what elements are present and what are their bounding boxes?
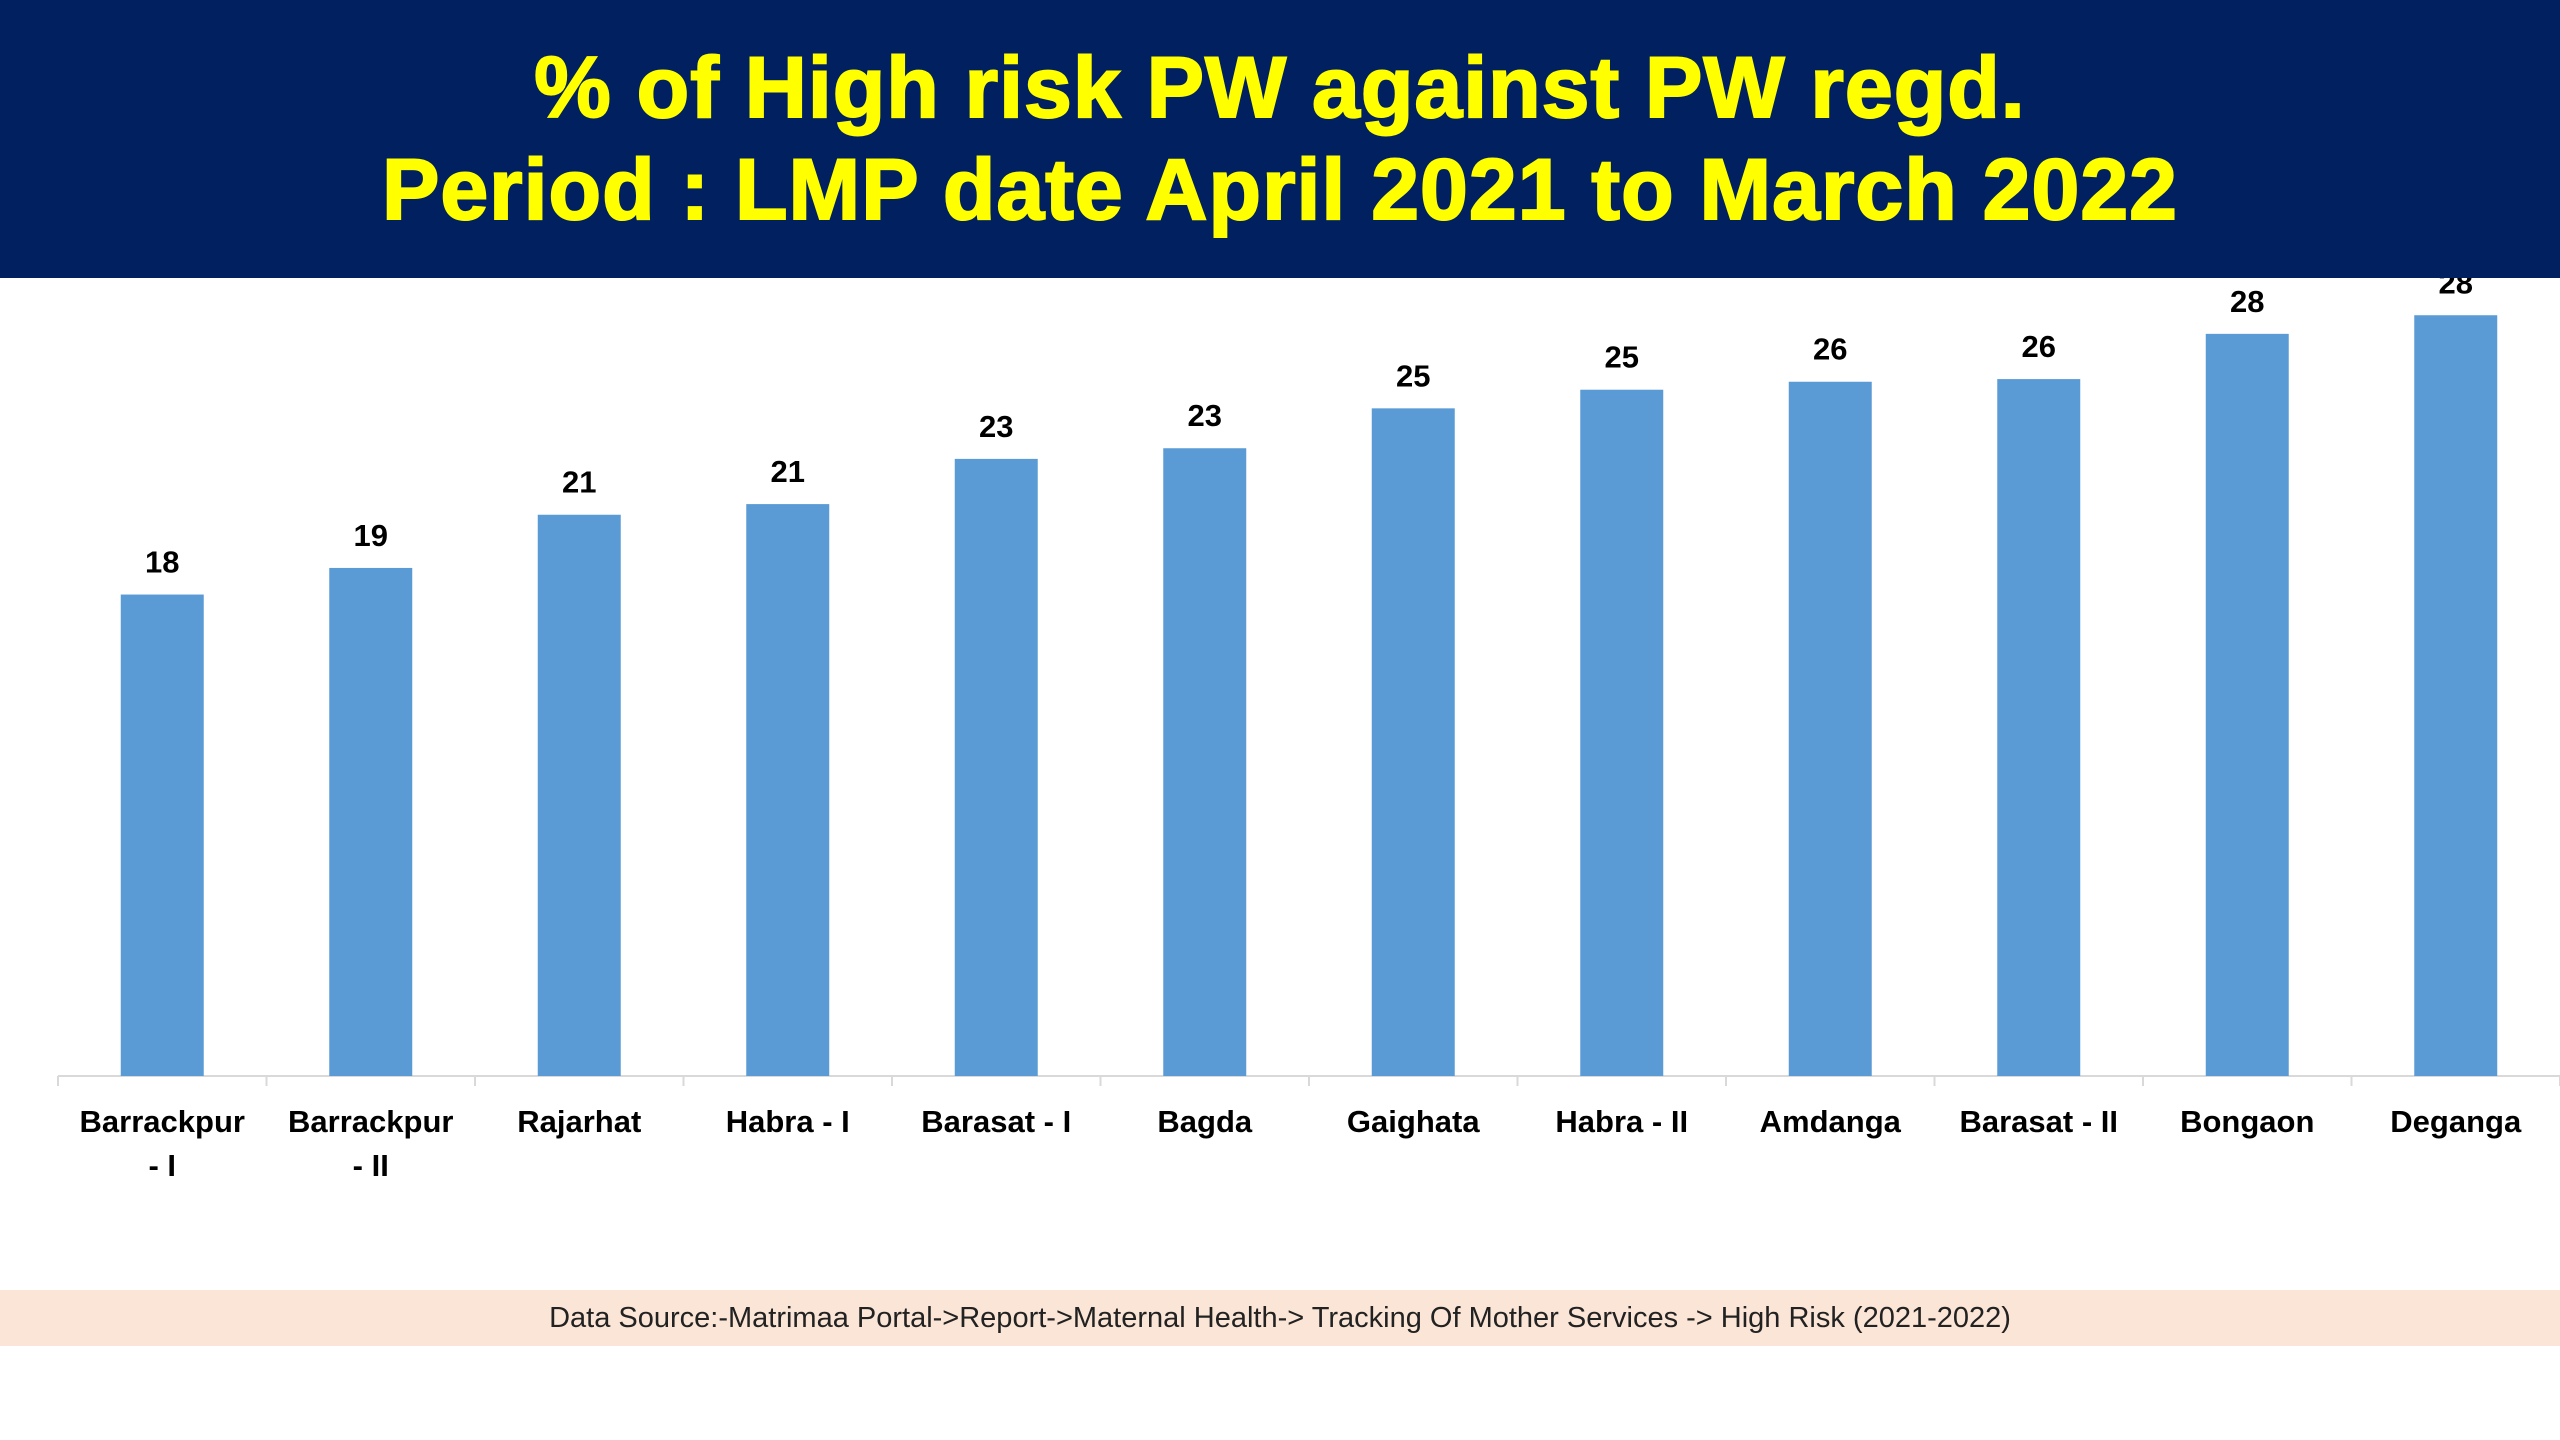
category-label: Rajarhat xyxy=(517,1104,641,1139)
data-label: 25 xyxy=(1396,358,1430,393)
category-label: Barasat - II xyxy=(1959,1104,2118,1139)
category-label: Habra - I xyxy=(726,1104,850,1139)
data-label: 26 xyxy=(1813,332,1847,367)
data-label: 21 xyxy=(771,454,805,489)
data-label: 23 xyxy=(979,409,1013,444)
chart-title-line-1: % of High risk PW against PW regd. xyxy=(533,39,2026,137)
category-label: Habra - II xyxy=(1555,1104,1688,1139)
data-label: 28 xyxy=(2439,278,2473,300)
bar-habra-i xyxy=(746,504,830,1077)
data-source-text: Data Source:-Matrimaa Portal->Report->Ma… xyxy=(549,1301,2011,1334)
bar-barrackpur-ii xyxy=(329,567,413,1076)
data-source-strip: Data Source:-Matrimaa Portal->Report->Ma… xyxy=(0,1290,2560,1346)
category-label: Barasat - I xyxy=(921,1104,1071,1139)
bar-bagda xyxy=(1163,448,1247,1076)
category-label: Amdanga xyxy=(1760,1104,1902,1139)
data-label: 19 xyxy=(354,518,388,553)
title-banner: % of High risk PW against PW regd. Perio… xyxy=(0,0,2560,278)
data-label: 28 xyxy=(2230,284,2264,319)
data-label: 18 xyxy=(145,545,179,580)
chart-title-line-2: Period : LMP date April 2021 to March 20… xyxy=(381,141,2178,239)
data-label: 23 xyxy=(1188,398,1222,433)
data-label: 25 xyxy=(1605,340,1639,375)
bar-amdanga xyxy=(1788,381,1872,1076)
bar-deganga xyxy=(2414,315,2498,1076)
bar-bongaon xyxy=(2205,333,2289,1076)
bar-barasat-i xyxy=(954,458,1038,1076)
bar-gaighata xyxy=(1371,408,1455,1077)
category-label: Barrackpur - II xyxy=(288,1104,453,1183)
category-label: Gaighata xyxy=(1347,1104,1480,1139)
bar-habra-ii xyxy=(1580,389,1664,1077)
bar-barrackpur-i xyxy=(120,594,204,1076)
data-label: 21 xyxy=(562,465,596,500)
bar-rajarhat xyxy=(537,514,621,1076)
data-label: 26 xyxy=(2022,329,2056,364)
category-label: Bagda xyxy=(1157,1104,1253,1139)
category-label: Deganga xyxy=(2390,1104,2522,1139)
bar-chart: 18 Barrackpur - I 19 Barrackpur - II 21 Rajarha… xyxy=(57,278,2560,1183)
category-label: Bongaon xyxy=(2180,1104,2314,1139)
category-label: Barrackpur - I xyxy=(80,1104,245,1183)
bar-barasat-ii xyxy=(1997,379,2081,1076)
